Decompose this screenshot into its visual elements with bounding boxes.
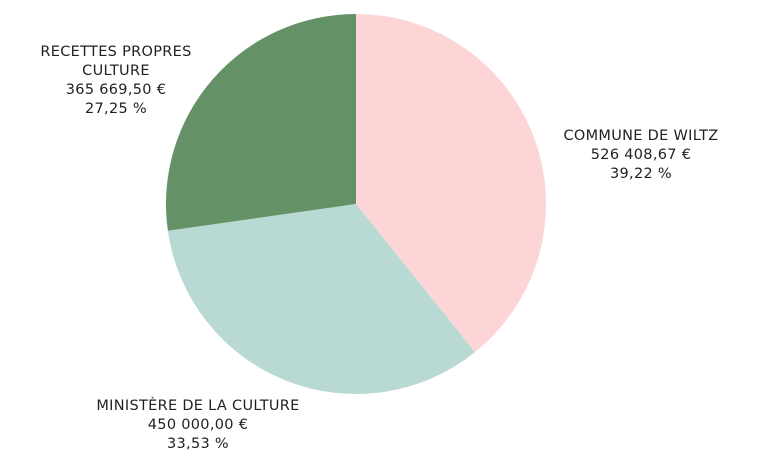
percentage-label: 27,25 %: [85, 101, 147, 117]
category-label: RECETTES PROPRES CULTURE: [40, 44, 192, 79]
category-label: COMMUNE DE WILTZ: [563, 128, 719, 144]
slice-label: RECETTES PROPRES CULTURE 365 669,50 € 27…: [21, 43, 211, 119]
percentage-label: 33,53 %: [167, 436, 229, 452]
slice-label: COMMUNE DE WILTZ 526 408,67 € 39,22 %: [521, 127, 758, 184]
value-label: 365 669,50 €: [65, 82, 167, 98]
value-label: 526 408,67 €: [590, 147, 692, 163]
pie-slice: [356, 14, 546, 353]
category-label: MINISTÈRE DE LA CULTURE: [96, 398, 300, 414]
slice-label: MINISTÈRE DE LA CULTURE 450 000,00 € 33,…: [58, 397, 338, 453]
value-label: 450 000,00 €: [147, 417, 249, 433]
pie-slice: [166, 14, 356, 231]
percentage-label: 39,22 %: [610, 166, 672, 182]
pie-slice: [167, 204, 476, 395]
